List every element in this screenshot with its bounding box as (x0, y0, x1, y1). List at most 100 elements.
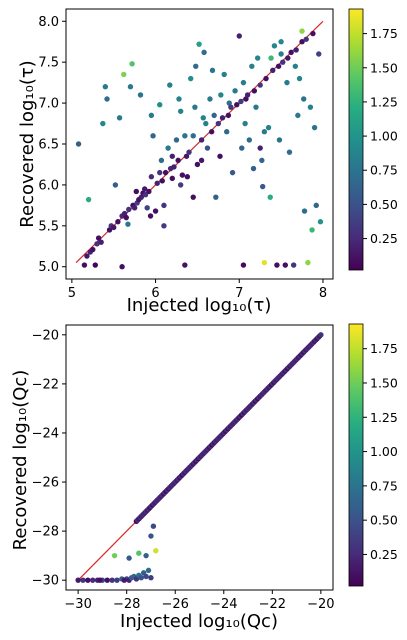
data-point (182, 262, 188, 268)
data-point (115, 219, 121, 225)
data-point (234, 102, 240, 108)
xlabel-qc: Injected log₁₀(Qᴄ) (120, 611, 278, 632)
colorbar-tick-label: 1.25 (370, 94, 398, 109)
data-point (318, 332, 324, 338)
data-point (121, 577, 127, 583)
data-point (186, 149, 192, 155)
data-point (201, 49, 207, 56)
data-point (257, 82, 263, 88)
data-point (309, 227, 315, 233)
data-point (282, 262, 288, 268)
colorbar-tick-label: 1.75 (370, 26, 398, 41)
colorbar-ticks-qc: 0.25 0.50 0.75 1.00 1.25 1.50 1.75 (363, 341, 398, 562)
data-point (240, 79, 247, 86)
data-point (240, 262, 247, 268)
data-point (238, 98, 244, 105)
data-point (215, 120, 222, 127)
data-point (254, 55, 261, 61)
xtick-label: 6 (151, 286, 159, 301)
data-point (90, 577, 96, 583)
data-point (278, 39, 284, 45)
xtick-label: −20 (307, 597, 334, 612)
data-point (261, 259, 268, 266)
data-point (177, 108, 184, 114)
colorbar-tick-label: 1.50 (370, 375, 398, 390)
ytick-label: 6.5 (38, 138, 59, 153)
data-point (161, 223, 167, 229)
data-point (159, 178, 165, 184)
data-point (144, 205, 150, 211)
data-point (143, 552, 149, 559)
data-point (112, 182, 119, 188)
data-point (150, 523, 157, 529)
data-point (316, 51, 322, 57)
xtick-label: 5 (68, 286, 76, 301)
data-point (153, 548, 159, 554)
data-point (267, 194, 273, 200)
data-point (251, 88, 258, 94)
colorbar-tick-label: 0.25 (370, 547, 398, 562)
data-point (157, 102, 163, 108)
data-point (98, 239, 104, 245)
ytick-label: −24 (32, 426, 59, 441)
data-point (292, 63, 299, 69)
data-point (94, 241, 100, 247)
data-point (224, 129, 230, 135)
data-point (275, 63, 282, 69)
data-point (129, 61, 135, 67)
data-point (133, 188, 140, 195)
data-point (261, 129, 268, 135)
data-point (259, 157, 265, 164)
colorbar-tick-label: 0.75 (370, 163, 398, 178)
data-point (114, 577, 120, 583)
data-point (288, 49, 294, 56)
data-point (143, 573, 149, 580)
ytick-label: −26 (32, 476, 59, 491)
data-point (100, 120, 106, 127)
data-point (116, 115, 123, 121)
data-point (126, 206, 132, 213)
data-point (150, 133, 156, 139)
data-point (226, 100, 232, 106)
data-point (225, 112, 232, 119)
data-point (208, 129, 215, 135)
data-point (127, 84, 134, 90)
data-point (290, 262, 297, 268)
data-point (232, 88, 238, 94)
data-point (90, 246, 96, 253)
data-point (194, 161, 201, 168)
data-point (190, 194, 196, 200)
data-point (188, 75, 194, 82)
colorbar-tick-label: 1.50 (370, 60, 398, 75)
data-point (104, 96, 110, 102)
data-point (148, 112, 155, 119)
ytick-label: 5.5 (38, 219, 59, 234)
data-point (126, 555, 132, 561)
data-point (138, 575, 144, 581)
data-point (148, 575, 154, 581)
data-point (157, 169, 163, 176)
data-point (198, 137, 205, 143)
data-point (270, 67, 276, 74)
panel-qc: −30 −28 −26 −24 −22 −20 −30 −28 −26 −24 −22 −20 Inj… (10, 323, 398, 632)
data-point (274, 262, 280, 268)
data-point (80, 577, 86, 583)
data-point (259, 183, 266, 190)
data-point (177, 182, 184, 188)
data-point (229, 169, 236, 176)
data-point (131, 205, 138, 211)
data-point (295, 112, 301, 119)
data-point (165, 145, 171, 151)
colorbar-tick-label: 0.75 (370, 478, 398, 493)
data-point (249, 63, 255, 69)
ticks-qc: −30 −28 −26 −24 −22 −20 −30 −28 −26 −24 −22 −20 (32, 328, 335, 612)
colorbar-tau (348, 8, 364, 271)
data-point (142, 192, 149, 198)
data-point (305, 259, 311, 266)
data-point (203, 120, 209, 127)
data-point (190, 133, 196, 139)
colorbar-tick-label: 1.75 (370, 341, 398, 356)
colorbar-tick-label: 1.00 (370, 444, 398, 459)
data-point (285, 55, 291, 61)
data-point (141, 186, 148, 192)
